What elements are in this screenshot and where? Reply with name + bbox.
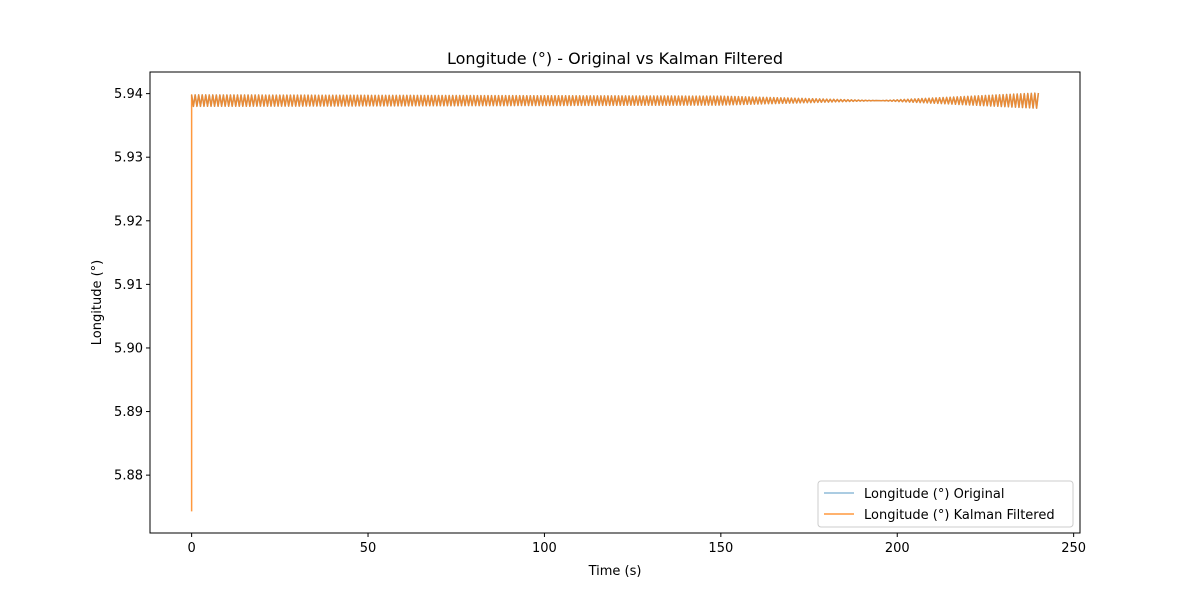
x-axis: 0 50 100 150 200 250 (187, 533, 1086, 556)
plot-area (150, 72, 1080, 533)
y-axis-label: Longitude (°) (90, 260, 105, 345)
y-tick-label: 5.94 (114, 87, 143, 102)
y-tick-label: 5.93 (114, 151, 143, 166)
series-layer (190, 92, 1040, 512)
y-tick-label: 5.90 (114, 341, 143, 356)
y-tick-label: 5.91 (114, 278, 143, 293)
y-axis: 5.88 5.89 5.90 5.91 5.92 5.93 5.94 (114, 87, 150, 484)
legend-label-kalman: Longitude (°) Kalman Filtered (864, 508, 1055, 523)
x-tick-label: 50 (360, 541, 377, 556)
legend-box (817, 480, 1074, 528)
x-tick-label: 150 (708, 541, 733, 556)
y-tick-label: 5.89 (114, 405, 143, 420)
x-axis-label: Time (s) (588, 564, 642, 579)
x-tick-label: 200 (885, 541, 910, 556)
x-tick-label: 250 (1061, 541, 1086, 556)
y-tick-label: 5.88 (114, 469, 143, 484)
x-tick-label: 0 (187, 541, 195, 556)
series-line-kalman (190, 92, 1040, 512)
chart-title: Longitude (°) - Original vs Kalman Filte… (447, 49, 783, 68)
legend: Longitude (°) Original Longitude (°) Kal… (817, 480, 1074, 528)
y-tick-label: 5.92 (114, 214, 143, 229)
legend-label-original: Longitude (°) Original (864, 487, 1004, 502)
x-tick-label: 100 (532, 541, 557, 556)
plot-frame (149, 71, 1081, 534)
